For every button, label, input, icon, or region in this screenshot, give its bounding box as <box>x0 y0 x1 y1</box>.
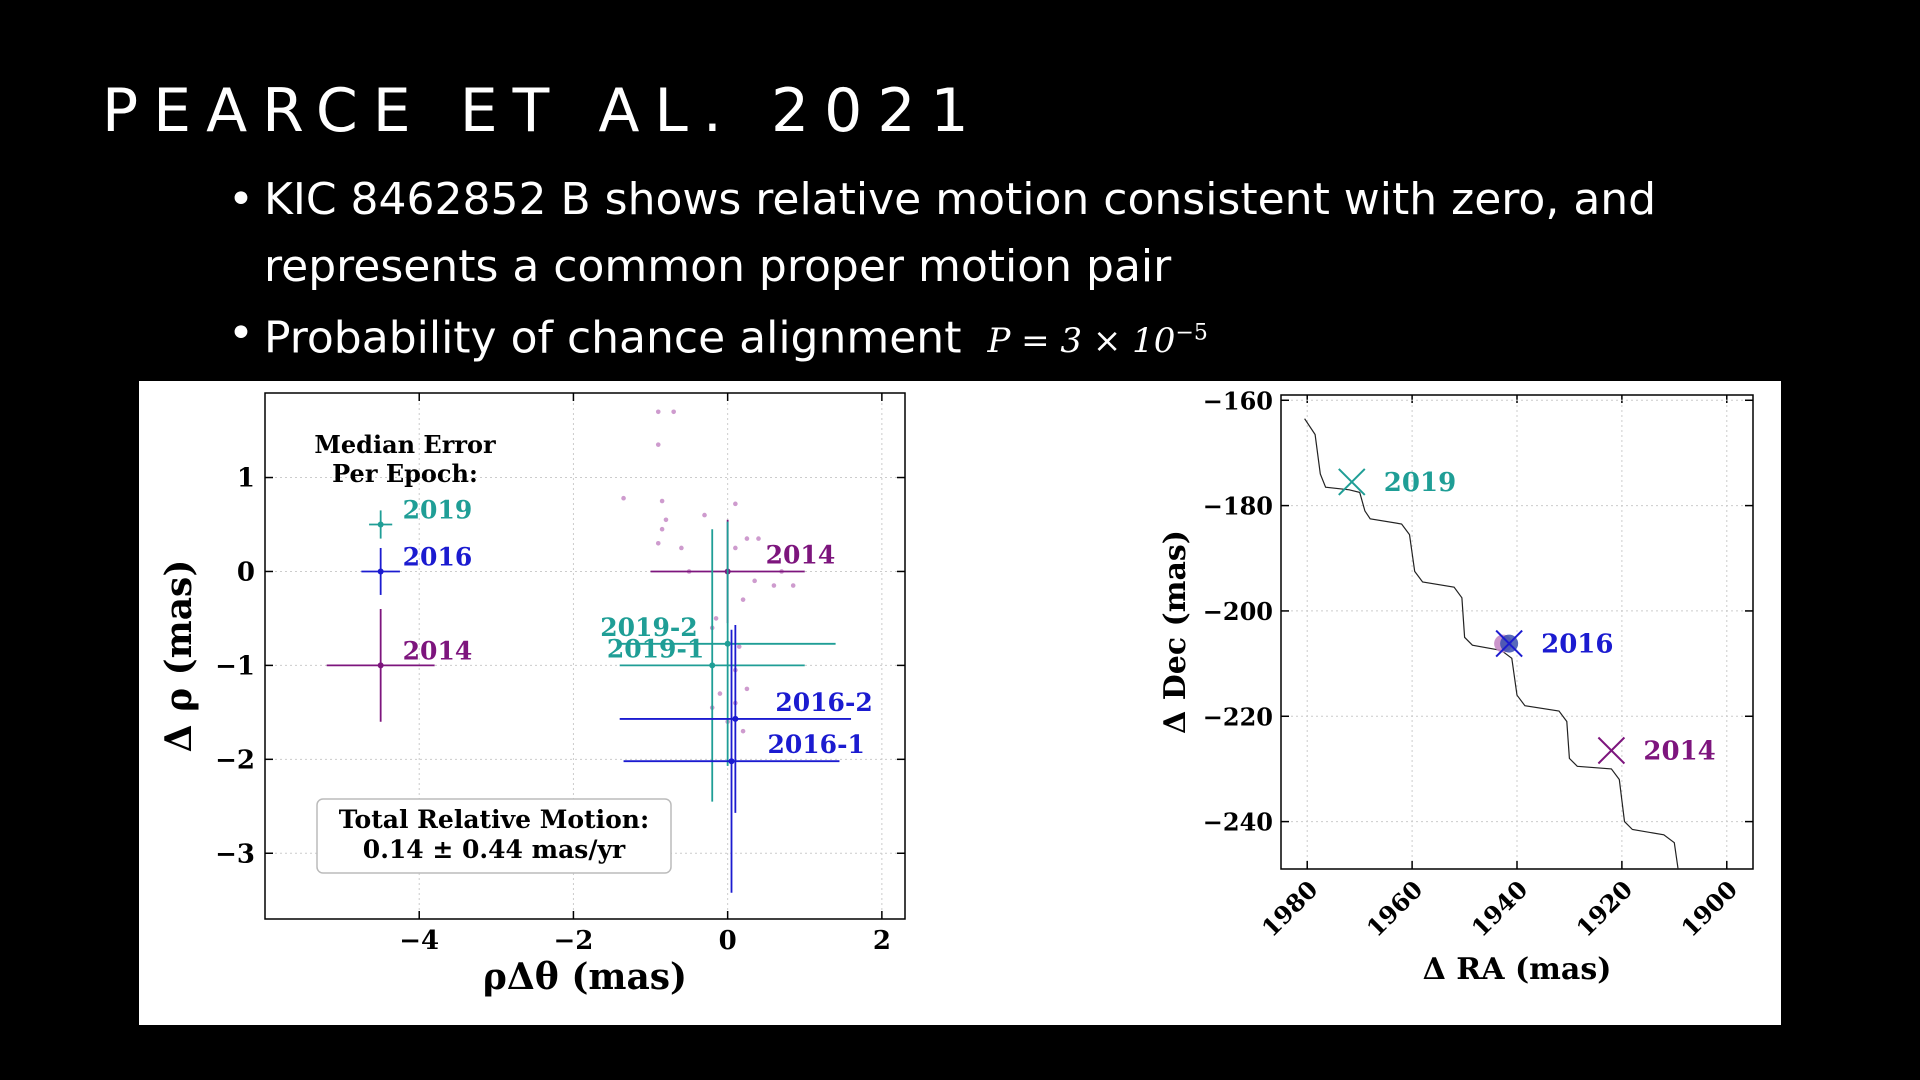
bullet-item: Probability of chance alignment P = 3 × 1… <box>228 300 1728 375</box>
epoch-label: 2014 <box>1643 737 1715 767</box>
posterior-sample-dot <box>790 583 796 588</box>
epoch-errorbar-point <box>724 640 731 647</box>
posterior-sample-dot <box>756 536 761 541</box>
plot-frame <box>1280 394 1754 870</box>
bullet-list: KIC 8462852 B shows relative motion cons… <box>228 166 1728 375</box>
median-error-label: 2016 <box>403 542 473 571</box>
x-tick-label: 1960 <box>1361 875 1429 943</box>
y-tick-label: −1 <box>215 651 255 681</box>
epoch-label: 2014 <box>766 540 836 569</box>
parallax-track-line <box>1304 418 1679 869</box>
y-tick-label: −220 <box>1203 702 1273 731</box>
probability-formula: P = 3 × 10−5 <box>987 321 1207 361</box>
slide-title: PEARCE ET AL. 2021 <box>102 76 984 146</box>
posterior-sample-dot <box>736 644 742 649</box>
posterior-sample-dot <box>744 686 750 692</box>
posterior-sample-dot <box>663 517 669 523</box>
x-tick-label: 0 <box>719 926 737 956</box>
x-tick-label: −4 <box>399 926 439 956</box>
posterior-sample-dot <box>655 442 661 447</box>
x-tick-label: 1900 <box>1675 875 1743 943</box>
x-axis-label: Δ RA (mas) <box>1423 952 1612 987</box>
posterior-sample-dot <box>702 512 707 518</box>
epoch-errorbar-point <box>728 758 735 765</box>
total-motion-value: 0.14 ± 0.44 mas/yr <box>363 835 626 864</box>
y-tick-label: −2 <box>215 745 255 775</box>
x-tick-label: 1940 <box>1466 875 1534 943</box>
median-error-label: 2019 <box>403 496 473 525</box>
y-tick-label: −200 <box>1203 597 1273 626</box>
formula-base: P = 3 × 10 <box>987 321 1176 362</box>
posterior-sample-dot <box>733 501 738 507</box>
x-tick-label: −2 <box>553 926 593 956</box>
y-tick-label: 0 <box>237 557 255 587</box>
posterior-sample-dot <box>655 540 661 546</box>
epoch-errorbar-point <box>709 662 716 669</box>
y-tick-label: −160 <box>1203 386 1273 415</box>
posterior-sample-dot <box>655 409 661 415</box>
epoch-label: 2016-1 <box>768 730 865 759</box>
x-tick-label: 1980 <box>1256 875 1324 943</box>
x-tick-label: 1920 <box>1570 875 1638 943</box>
bullet-text: KIC 8462852 B shows relative motion cons… <box>264 174 1657 292</box>
x-tick-label: 2 <box>873 926 891 956</box>
y-tick-label: −3 <box>215 839 255 869</box>
epoch-label: 2019-2 <box>600 613 697 642</box>
epoch-x-marker <box>1338 468 1366 496</box>
posterior-sample-dot <box>717 691 723 696</box>
y-axis-label: Δ Dec (mas) <box>1158 530 1193 734</box>
posterior-sample-dot <box>740 728 746 734</box>
median-error-title: Median Error <box>314 430 496 459</box>
median-error-bar-point <box>377 521 384 528</box>
y-tick-label: −180 <box>1203 492 1273 521</box>
posterior-sample-dot <box>659 498 665 504</box>
epoch-x-marker <box>1495 629 1523 658</box>
total-motion-label: Total Relative Motion: <box>339 805 649 834</box>
posterior-sample-dot <box>733 545 738 551</box>
posterior-sample-dot <box>671 409 676 415</box>
epoch-x-marker <box>1597 736 1626 765</box>
total-motion-box <box>316 798 672 874</box>
median-error-bar-point <box>377 662 384 669</box>
posterior-sample-dot <box>752 578 757 584</box>
posterior-sample-dot <box>740 597 746 602</box>
posterior-sample-dot <box>713 616 719 621</box>
median-error-title: Per Epoch: <box>332 459 478 488</box>
posterior-sample-dot <box>771 583 777 588</box>
formula-exponent: −5 <box>1175 321 1208 346</box>
posterior-sample-dot <box>744 536 750 541</box>
bullet-item: KIC 8462852 B shows relative motion cons… <box>228 166 1728 300</box>
epoch-label: 2019-1 <box>607 634 704 663</box>
y-tick-label: 1 <box>237 464 255 494</box>
posterior-sample-dot <box>659 526 665 532</box>
y-axis-label: Δ ρ (mas) <box>158 560 200 753</box>
median-error-label: 2014 <box>403 636 473 665</box>
y-tick-label: −240 <box>1203 808 1273 837</box>
figure-svg: −4 −2 0 210−1−2−320192016201420142019-22019… <box>158 386 1754 998</box>
epoch-label: 2016 <box>1541 630 1613 660</box>
bullet-text: Probability of chance alignment <box>264 312 962 364</box>
plot-frame <box>264 392 906 920</box>
epoch-label: 2019 <box>1384 468 1456 498</box>
x-axis-label: ρΔθ (mas) <box>483 956 687 998</box>
median-error-bar-point <box>377 568 384 575</box>
figure-panel: −4 −2 0 2 1 0 −1 −2 −3 2019 2016 2014 2014 2019-2 2019… <box>139 381 1781 1025</box>
posterior-sample-dot <box>621 495 626 501</box>
posterior-sample-dot <box>679 545 684 551</box>
epoch-errorbar-point <box>732 715 739 722</box>
epoch-label: 2016-2 <box>775 688 872 717</box>
